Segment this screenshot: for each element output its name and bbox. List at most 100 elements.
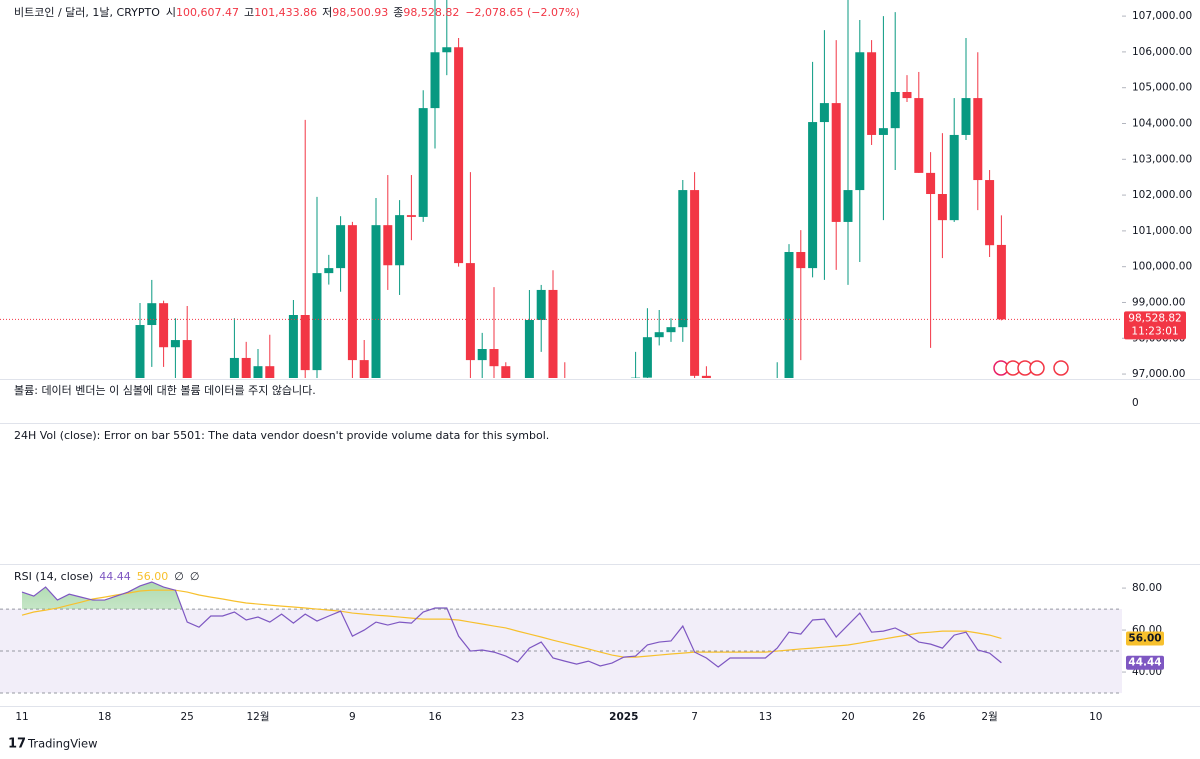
y-tick-label: 101,000.00 — [1132, 225, 1192, 237]
y-tick-label: 103,000.00 — [1132, 153, 1192, 165]
candle-body — [430, 52, 440, 109]
ohlc-label: 종 — [393, 6, 403, 19]
candle-body — [890, 91, 900, 129]
brand[interactable]: 17 TradingView — [8, 737, 97, 752]
candle-body — [395, 215, 405, 266]
y-tick-label: 105,000.00 — [1132, 82, 1192, 94]
candle-body — [170, 340, 180, 348]
x-tick-label: 9 — [349, 711, 356, 723]
candle-body — [501, 366, 511, 378]
ohlc-value: 100,607.47 — [176, 6, 239, 19]
countdown: 11:23:01 — [1131, 325, 1178, 337]
candle-body — [631, 377, 641, 378]
x-tick-label: 23 — [511, 711, 524, 723]
ohlc-value: 98,528.82 — [403, 6, 459, 19]
ohlc-label: 시 — [166, 6, 176, 19]
rsi-extra: ∅ — [174, 570, 184, 583]
candle-body — [996, 244, 1006, 320]
candle-body — [324, 268, 334, 274]
rsi-extra: ∅ — [190, 570, 200, 583]
candle-body — [442, 47, 452, 53]
y-tick-label: 100,000.00 — [1132, 261, 1192, 273]
x-tick-label: 13 — [759, 711, 772, 723]
brand-logo[interactable]: 17 — [8, 737, 26, 752]
y-tick-label: 102,000.00 — [1132, 189, 1192, 201]
candle-body — [465, 263, 475, 361]
candle-body — [678, 190, 688, 328]
candle-body — [359, 360, 369, 378]
rsi-ma-value: 56.00 — [137, 570, 169, 583]
x-tick-label: 11 — [15, 711, 28, 723]
ohlc-value: 101,433.86 — [254, 6, 317, 19]
event-icons[interactable] — [993, 360, 1069, 376]
ohlc-value: 98,500.93 — [332, 6, 388, 19]
candle-body — [159, 303, 169, 348]
candle-body — [961, 98, 971, 135]
rsi-plot — [0, 581, 1122, 694]
candle-body — [926, 172, 936, 195]
overbought-fill — [22, 582, 1002, 610]
rsi-ma-line — [21, 589, 1002, 658]
change: −2,078.65 (−2.07%) — [465, 6, 579, 19]
candle-body — [477, 349, 487, 361]
candle-body — [265, 366, 275, 378]
candle-body — [371, 225, 381, 378]
y-tick-label: 99,000.00 — [1132, 296, 1185, 308]
y-tick-label: 104,000.00 — [1132, 117, 1192, 129]
header-legend: 비트코인 / 달러, 1날, CRYPTO 시100,607.47 고101,433… — [14, 6, 580, 19]
ohlc-label: 저 — [322, 6, 332, 19]
candle-body — [701, 375, 711, 378]
candle-body — [418, 108, 428, 217]
candle-body — [336, 225, 346, 269]
price-tag — [1124, 311, 1186, 340]
rsi-title: RSI (14, close) — [14, 570, 93, 583]
candle-body — [182, 340, 192, 378]
value-tag-label: 44.44 — [1128, 657, 1161, 669]
candle-body — [985, 180, 995, 246]
x-tick-label: 10 — [1089, 711, 1102, 723]
candle-body — [654, 332, 664, 338]
rsi-value: 44.44 — [99, 570, 131, 583]
symbol-title: 비트코인 / 달러, 1날, CRYPTO — [14, 6, 160, 19]
candle-body — [548, 289, 558, 378]
overlay: 97,000.0098,000.0099,000.00100,000.00101… — [15, 10, 1192, 723]
y-tick-label: 80.00 — [1132, 582, 1162, 594]
x-tick-label: 26 — [912, 711, 926, 723]
candle-body — [819, 103, 829, 123]
y-tick-label: 97,000.00 — [1132, 368, 1185, 380]
volume-scale: 0 — [1132, 397, 1139, 409]
candle-body — [796, 252, 806, 269]
candle-body — [642, 337, 652, 378]
candle-body — [406, 215, 416, 217]
candle-body — [312, 273, 322, 371]
value-tag-label: 56.00 — [1128, 632, 1161, 644]
x-tick-label: 7 — [691, 711, 698, 723]
candle-body — [347, 225, 357, 361]
brand-name[interactable]: TradingView — [27, 737, 97, 751]
candle-body — [241, 357, 251, 378]
candle-body — [229, 357, 239, 378]
x-tick-label: 16 — [428, 711, 442, 723]
vol24h-message: 24H Vol (close): Error on bar 5501: The … — [14, 429, 549, 442]
candle-body — [524, 320, 534, 378]
candle-body — [666, 327, 676, 333]
value-tag — [1126, 655, 1164, 670]
candle-body — [300, 315, 310, 371]
event-icon[interactable] — [1053, 360, 1069, 376]
candle-body — [288, 315, 298, 378]
candle-body — [253, 366, 263, 378]
candle-body — [843, 190, 853, 222]
pane-separators — [0, 379, 1200, 707]
candle-body — [973, 98, 983, 181]
candle-body — [773, 392, 782, 464]
x-tick-label: 2025 — [609, 711, 638, 723]
event-icon[interactable] — [1029, 360, 1045, 376]
candle-body — [784, 252, 794, 378]
price-tag-label: 98,528.82 — [1128, 312, 1181, 324]
x-tick-label: 20 — [841, 711, 854, 723]
candle-body — [454, 47, 464, 264]
y-tick-label: 106,000.00 — [1132, 46, 1192, 58]
volume-message: 볼륨: 데이터 벤더는 이 심볼에 대한 볼륨 데이터를 주지 않습니다. — [14, 384, 316, 397]
x-tick-label: 2월 — [981, 711, 997, 723]
